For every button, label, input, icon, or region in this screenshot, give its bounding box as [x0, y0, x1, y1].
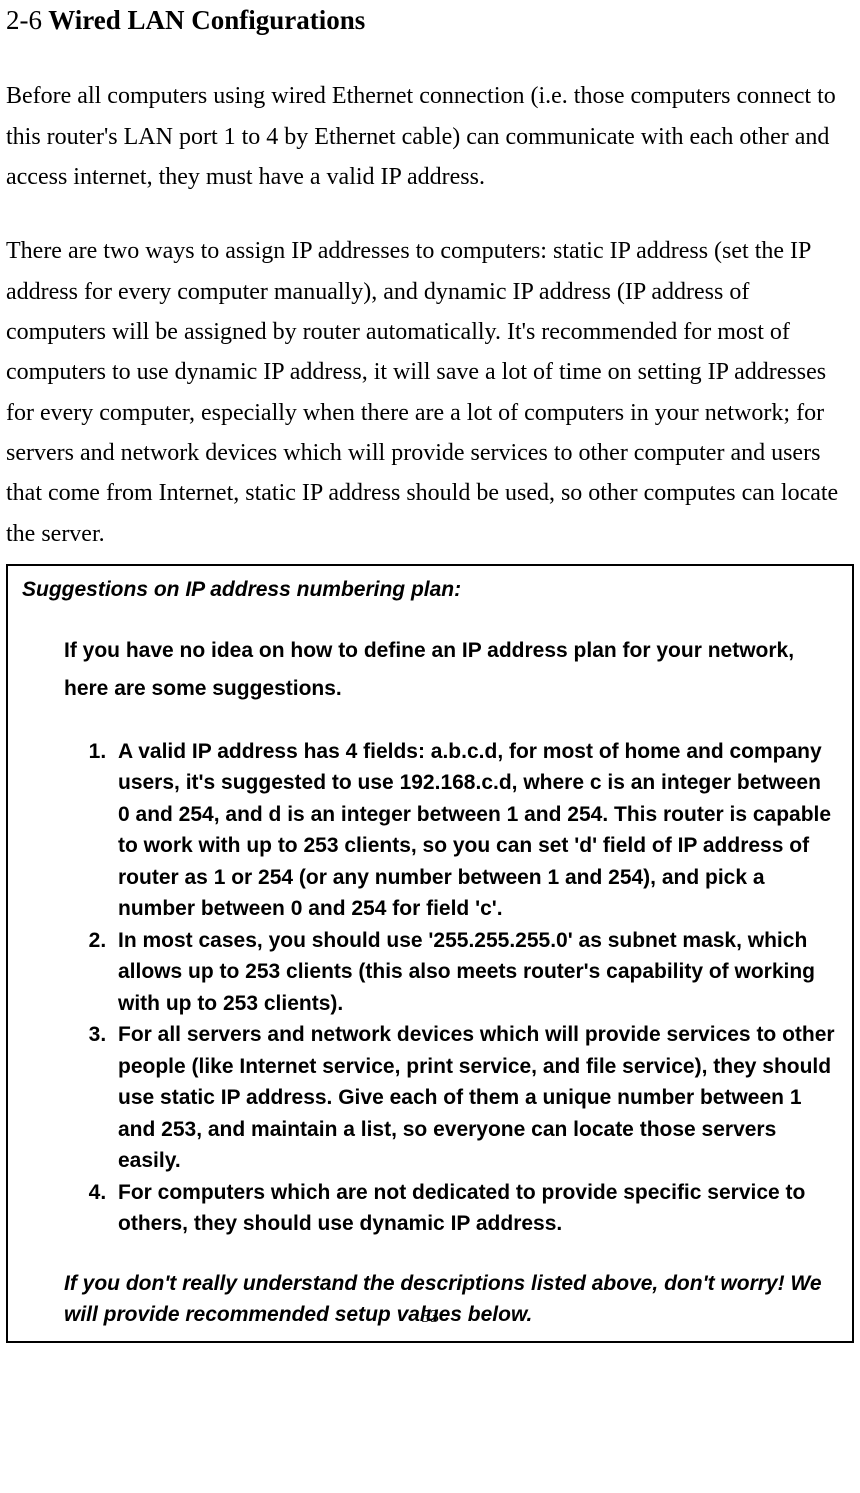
- list-item: In most cases, you should use '255.255.2…: [112, 925, 838, 1020]
- suggestions-box: Suggestions on IP address numbering plan…: [6, 564, 854, 1343]
- list-item: A valid IP address has 4 fields: a.b.c.d…: [112, 736, 838, 925]
- section-title: Wired LAN Configurations: [48, 5, 365, 35]
- box-title: Suggestions on IP address numbering plan…: [22, 576, 838, 604]
- section-number: 2-6: [6, 5, 42, 35]
- list-item: For computers which are not dedicated to…: [112, 1177, 838, 1240]
- list-item: For all servers and network devices whic…: [112, 1019, 838, 1177]
- section-heading: 2-6 Wired LAN Configurations: [6, 4, 854, 36]
- intro-paragraph-2: There are two ways to assign IP addresse…: [6, 231, 854, 554]
- document-page: 2-6 Wired LAN Configurations Before all …: [0, 0, 860, 1353]
- box-intro: If you have no idea on how to define an …: [22, 632, 838, 708]
- box-footer: If you don't really understand the descr…: [22, 1268, 838, 1331]
- suggestions-list: A valid IP address has 4 fields: a.b.c.d…: [22, 736, 838, 1240]
- intro-paragraph-1: Before all computers using wired Etherne…: [6, 76, 854, 197]
